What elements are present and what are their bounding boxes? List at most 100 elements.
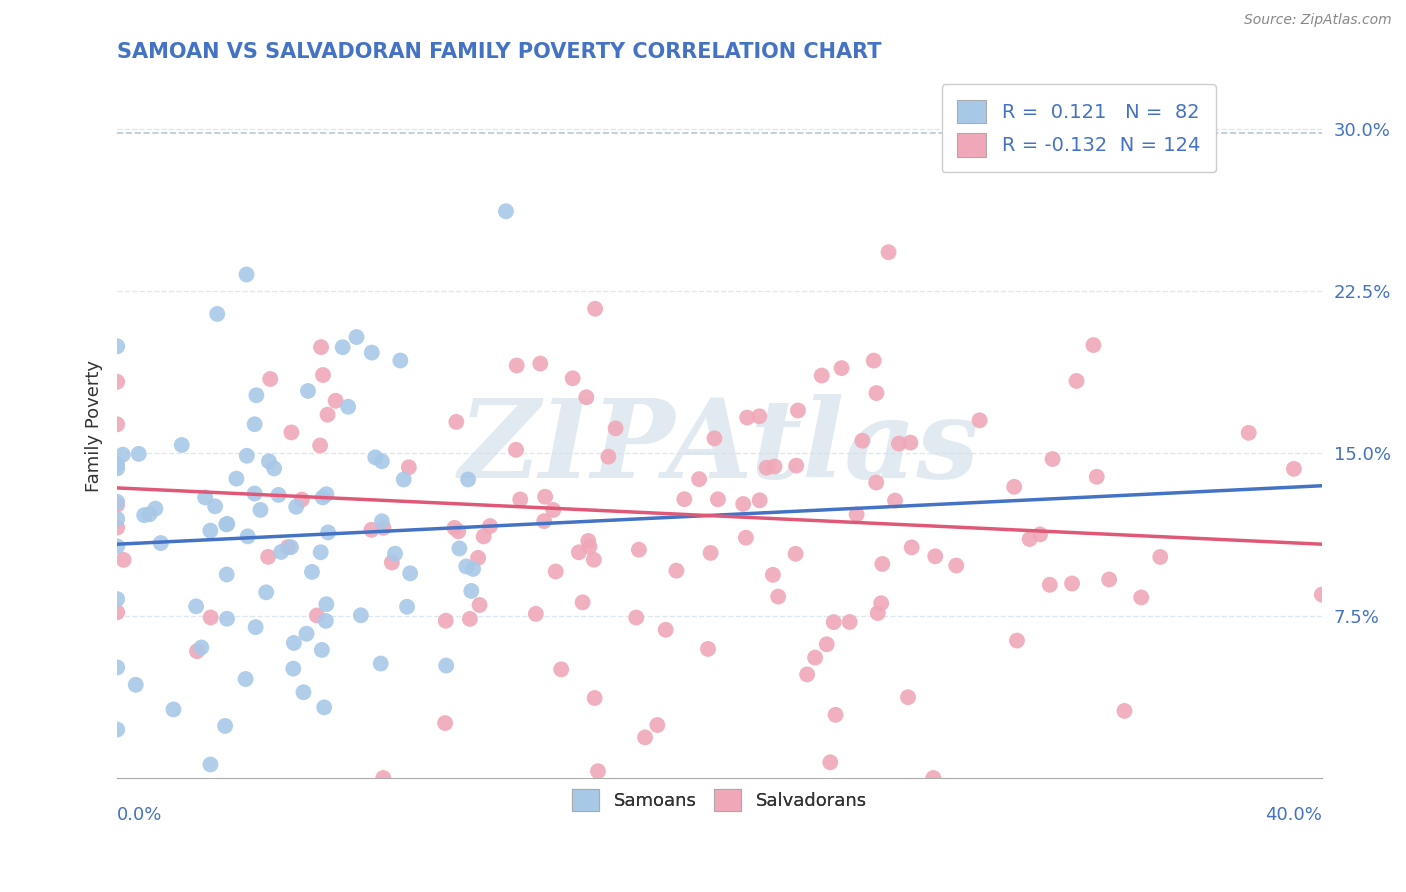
Point [865,475,887,490]
Point [1083,338,1105,352]
Point [884,493,907,508]
Point [862,353,884,368]
Point [249,503,271,517]
Point [149,536,172,550]
Point [105,339,128,353]
Point [305,608,328,623]
Point [626,610,648,624]
Point [215,567,238,582]
Point [105,605,128,619]
Point [707,492,730,507]
Point [456,559,478,574]
Point [735,410,758,425]
Point [820,756,842,770]
Text: SAMOAN VS SALVADORAN FAMILY POVERTY CORRELATION CHART: SAMOAN VS SALVADORAN FAMILY POVERTY CORR… [117,42,882,62]
Point [509,492,531,507]
Point [105,512,128,526]
Point [627,542,650,557]
Point [887,436,910,450]
Point [1002,480,1025,494]
Point [111,448,134,462]
Point [134,508,156,523]
Point [449,541,471,556]
Point [138,508,160,522]
Point [311,643,333,657]
Point [647,718,669,732]
Point [505,359,527,373]
Point [254,585,277,599]
Point [824,707,846,722]
Point [215,517,238,532]
Point [316,408,339,422]
Point [851,434,873,448]
Point [1060,576,1083,591]
Point [105,539,128,553]
Point [184,599,207,614]
Point [215,612,238,626]
Point [283,636,305,650]
Point [395,599,418,614]
Point [200,757,222,772]
Point [568,545,591,559]
Point [755,460,778,475]
Point [634,731,657,745]
Point [1310,588,1333,602]
Point [575,390,598,404]
Point [897,690,920,705]
Point [924,549,946,564]
Point [207,307,229,321]
Point [190,640,212,655]
Point [314,700,336,714]
Point [1029,527,1052,541]
Point [112,553,135,567]
Point [550,662,572,676]
Point [870,596,893,610]
Point [446,415,468,429]
Point [245,620,267,634]
Point [838,615,860,629]
Text: 40.0%: 40.0% [1265,806,1322,824]
Point [204,500,226,514]
Point [561,371,583,385]
Point [831,361,853,376]
Point [350,608,373,623]
Point [922,771,945,785]
Point [398,460,420,475]
Point [105,495,128,509]
Point [785,458,807,473]
Point [1098,573,1121,587]
Point [214,719,236,733]
Y-axis label: Family Poverty: Family Poverty [86,360,103,492]
Point [458,612,481,626]
Point [315,487,337,501]
Point [105,660,128,674]
Point [309,545,332,559]
Point [235,672,257,686]
Point [434,716,457,731]
Point [245,388,267,402]
Point [748,409,770,424]
Point [292,685,315,699]
Point [866,606,889,620]
Point [200,524,222,538]
Point [263,461,285,475]
Point [578,540,600,554]
Point [748,493,770,508]
Point [479,519,502,533]
Point [1149,549,1171,564]
Point [665,564,688,578]
Point [524,607,547,621]
Point [1282,462,1305,476]
Point [291,492,314,507]
Point [105,498,128,512]
Point [505,442,527,457]
Point [257,454,280,468]
Point [533,514,555,528]
Point [468,598,491,612]
Point [534,490,557,504]
Point [529,357,551,371]
Point [810,368,832,383]
Point [315,614,337,628]
Point [325,393,347,408]
Point [105,592,128,607]
